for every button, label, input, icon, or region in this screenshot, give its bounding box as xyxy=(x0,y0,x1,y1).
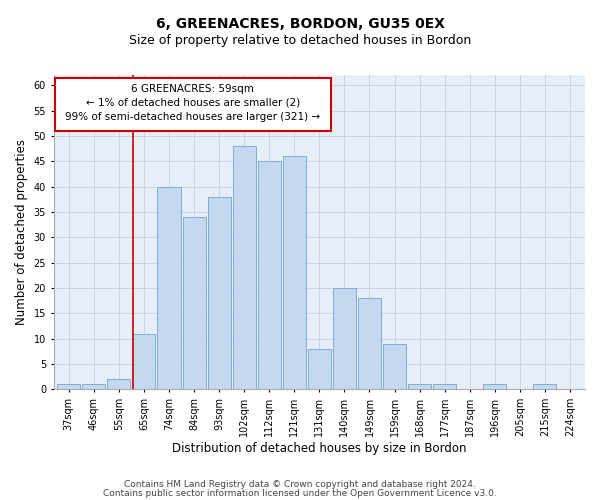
Bar xyxy=(208,196,230,390)
Bar xyxy=(283,156,306,390)
Bar xyxy=(308,349,331,390)
Text: Contains public sector information licensed under the Open Government Licence v3: Contains public sector information licen… xyxy=(103,488,497,498)
Text: Size of property relative to detached houses in Bordon: Size of property relative to detached ho… xyxy=(129,34,471,47)
Bar xyxy=(182,217,206,390)
Text: 99% of semi-detached houses are larger (321) →: 99% of semi-detached houses are larger (… xyxy=(65,112,320,122)
Bar xyxy=(233,146,256,390)
Bar xyxy=(57,384,80,390)
Bar xyxy=(433,384,456,390)
Bar xyxy=(533,384,556,390)
Text: Contains HM Land Registry data © Crown copyright and database right 2024.: Contains HM Land Registry data © Crown c… xyxy=(124,480,476,489)
Bar xyxy=(483,384,506,390)
Bar xyxy=(133,334,155,390)
Bar xyxy=(333,288,356,390)
Bar xyxy=(408,384,431,390)
Bar xyxy=(82,384,106,390)
Y-axis label: Number of detached properties: Number of detached properties xyxy=(15,139,28,325)
FancyBboxPatch shape xyxy=(55,78,331,131)
Text: 6, GREENACRES, BORDON, GU35 0EX: 6, GREENACRES, BORDON, GU35 0EX xyxy=(155,18,445,32)
Bar xyxy=(157,186,181,390)
Bar xyxy=(358,298,381,390)
Bar xyxy=(257,161,281,390)
Text: 6 GREENACRES: 59sqm: 6 GREENACRES: 59sqm xyxy=(131,84,254,94)
X-axis label: Distribution of detached houses by size in Bordon: Distribution of detached houses by size … xyxy=(172,442,467,455)
Bar xyxy=(107,380,130,390)
Bar xyxy=(383,344,406,390)
Text: ← 1% of detached houses are smaller (2): ← 1% of detached houses are smaller (2) xyxy=(86,98,300,108)
